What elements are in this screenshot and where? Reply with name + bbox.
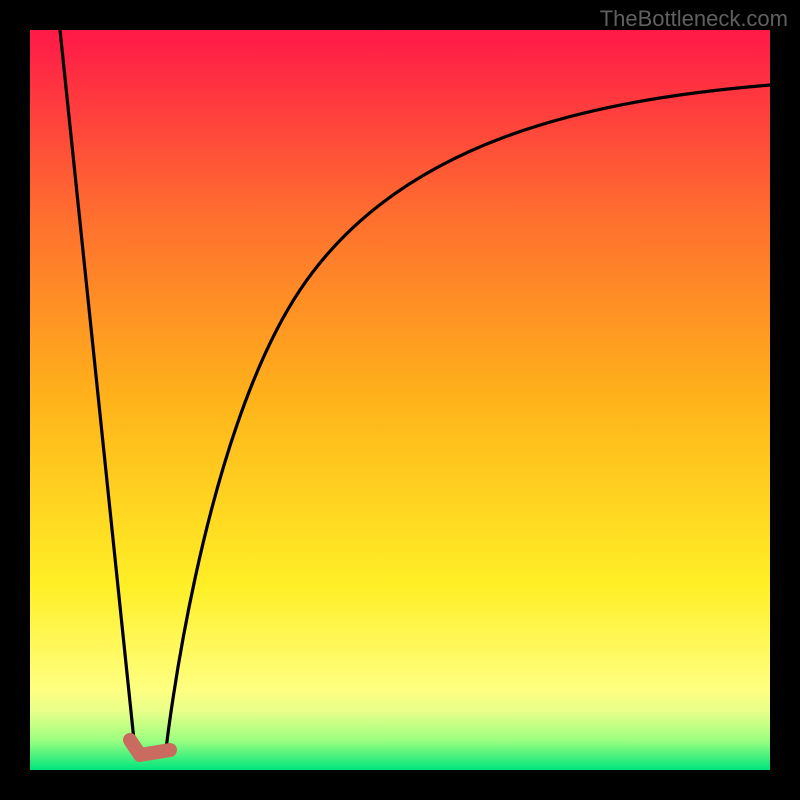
- curve-1-descending: [60, 30, 135, 750]
- watermark-text: TheBottleneck.com: [600, 6, 788, 32]
- curve-2-rising: [166, 85, 770, 750]
- bottom-marker: [130, 740, 170, 755]
- curves-svg: [30, 30, 770, 770]
- plot-area: [30, 30, 770, 770]
